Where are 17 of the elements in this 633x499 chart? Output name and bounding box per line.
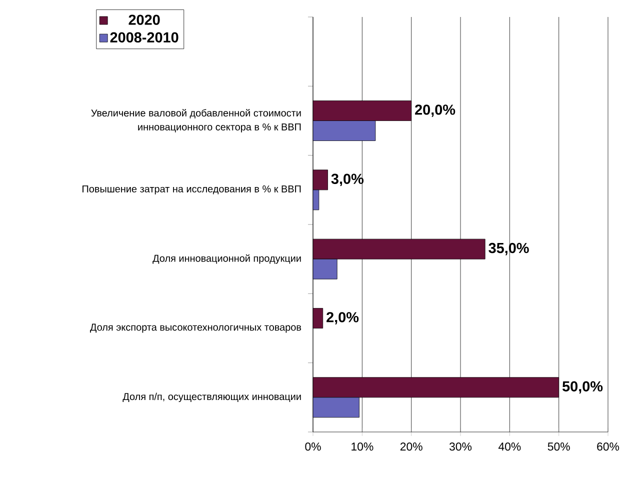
x-tick-label: 40% [498, 442, 521, 451]
y-tick-label: Повышение затрат на исследования в % к ВВП [82, 185, 301, 194]
y-tick-label: Доля экспорта высокотехнологичных товаров [90, 324, 302, 333]
legend-label: 2008-2010 [110, 32, 178, 42]
x-tick-label: 30% [449, 442, 472, 451]
data-label: 20,0% [415, 104, 456, 117]
y-tick-label: Увеличение валовой добавленной стоимости инновационного сектора в % к ВВП [91, 109, 301, 132]
x-tick-label: 50% [548, 442, 570, 451]
y-tick-label: Доля инновационной продукции [152, 254, 301, 264]
x-tick-label: 60% [597, 442, 620, 451]
x-tick-label: 10% [352, 442, 374, 451]
data-label: 2,0% [326, 312, 359, 324]
data-label: 50,0% [562, 381, 603, 394]
x-tick-label: 20% [400, 442, 422, 451]
x-tick-label: 0% [305, 442, 321, 451]
y-tick-label: Доля п/п, осуществляющих инновации [122, 392, 301, 402]
legend-label: 2020 [128, 14, 160, 25]
